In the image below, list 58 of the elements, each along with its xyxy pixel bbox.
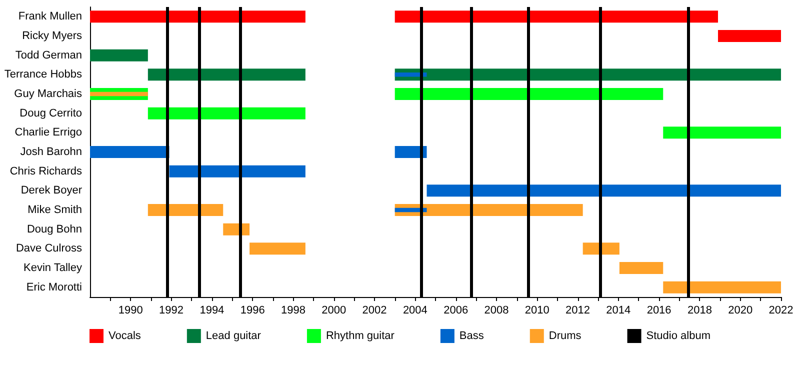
x-tick-label: 2012 (566, 304, 590, 316)
bar (582, 242, 620, 255)
x-tick-label: 2006 (444, 304, 468, 316)
bar (148, 68, 306, 81)
y-tick-label: Eric Morotti (26, 281, 82, 294)
bar (90, 49, 148, 62)
y-tick-label: Chris Richards (10, 165, 82, 178)
bar (619, 262, 664, 274)
x-tick-label: 2010 (524, 304, 550, 316)
y-tick-label: Todd German (15, 49, 82, 62)
bar (663, 281, 781, 294)
bar (394, 68, 781, 81)
x-tick-label: 2016 (646, 304, 672, 316)
x-tick-label: 2002 (362, 304, 387, 316)
y-tick-label: Mike Smith (28, 204, 82, 216)
legend-label: Drums (548, 330, 582, 342)
y-tick-label: Ricky Myers (22, 30, 82, 42)
bar (394, 146, 427, 158)
x-tick-label: 2020 (728, 304, 753, 316)
y-tick-label: Guy Marchais (14, 88, 82, 100)
legend-label: Studio album (646, 330, 710, 342)
x-tick-label: 1994 (200, 304, 224, 316)
bar (90, 10, 306, 23)
bar (394, 10, 718, 23)
y-tick-label: Charlie Errigo (14, 126, 82, 139)
bar (90, 146, 170, 158)
bar (169, 165, 306, 178)
y-tick-label: Terrance Hobbs (4, 68, 82, 81)
legend-label: Bass (459, 330, 484, 342)
x-tick-label: 1998 (280, 304, 306, 316)
x-tick-label: 1992 (159, 304, 184, 316)
x-tick-label: 2004 (402, 304, 428, 316)
x-tick-label: 2018 (687, 304, 712, 316)
y-tick-label: Derek Boyer (20, 184, 82, 197)
x-tick-label: 2022 (768, 304, 794, 316)
y-tick-label: Josh Barohn (20, 146, 82, 158)
legend-label: Rhythm guitar (326, 330, 395, 342)
x-tick-label: 2008 (484, 304, 509, 316)
y-tick-label: Doug Bohn (26, 223, 82, 236)
bar (148, 204, 224, 216)
legend-label: Lead guitar (206, 330, 262, 342)
bar (90, 92, 148, 96)
legend-label: Vocals (108, 330, 142, 342)
x-tick-label: 1996 (240, 304, 265, 316)
y-tick-label: Dave Culross (16, 242, 82, 255)
bar (394, 88, 664, 100)
bar (663, 126, 781, 139)
y-tick-label: Frank Mullen (18, 10, 82, 23)
bar (718, 30, 781, 42)
y-tick-label: Doug Cerrito (20, 107, 82, 120)
bar (394, 72, 427, 77)
x-tick-label: 1990 (118, 304, 143, 316)
bar (426, 184, 781, 197)
bar (148, 107, 306, 120)
x-tick-label: 2000 (322, 304, 346, 316)
y-tick-label: Kevin Talley (24, 262, 82, 274)
x-tick-label: 2014 (606, 304, 631, 316)
bar (250, 242, 306, 255)
